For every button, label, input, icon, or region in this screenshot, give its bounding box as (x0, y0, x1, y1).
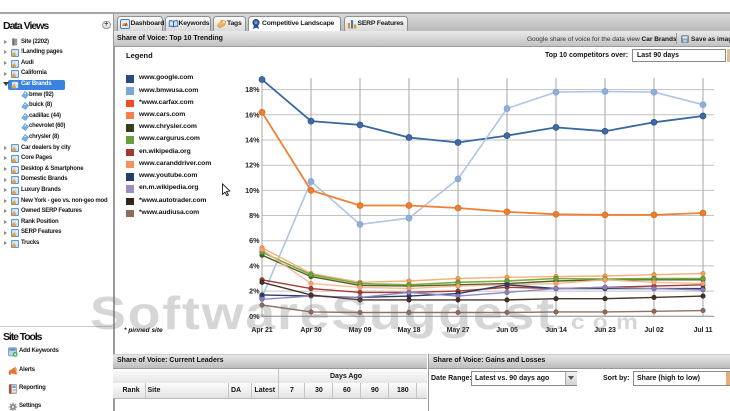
svg-text:18%: 18% (245, 85, 260, 94)
svg-text:14%: 14% (245, 136, 260, 145)
svg-text:12%: 12% (245, 161, 260, 170)
svg-text:4%: 4% (249, 261, 260, 270)
svg-text:Jul 11: Jul 11 (694, 327, 713, 334)
svg-text:6%: 6% (249, 236, 260, 245)
svg-text:8%: 8% (249, 211, 260, 220)
svg-text:16%: 16% (245, 110, 260, 119)
svg-text:10%: 10% (245, 186, 260, 195)
svg-text:Jul 02: Jul 02 (644, 327, 663, 334)
